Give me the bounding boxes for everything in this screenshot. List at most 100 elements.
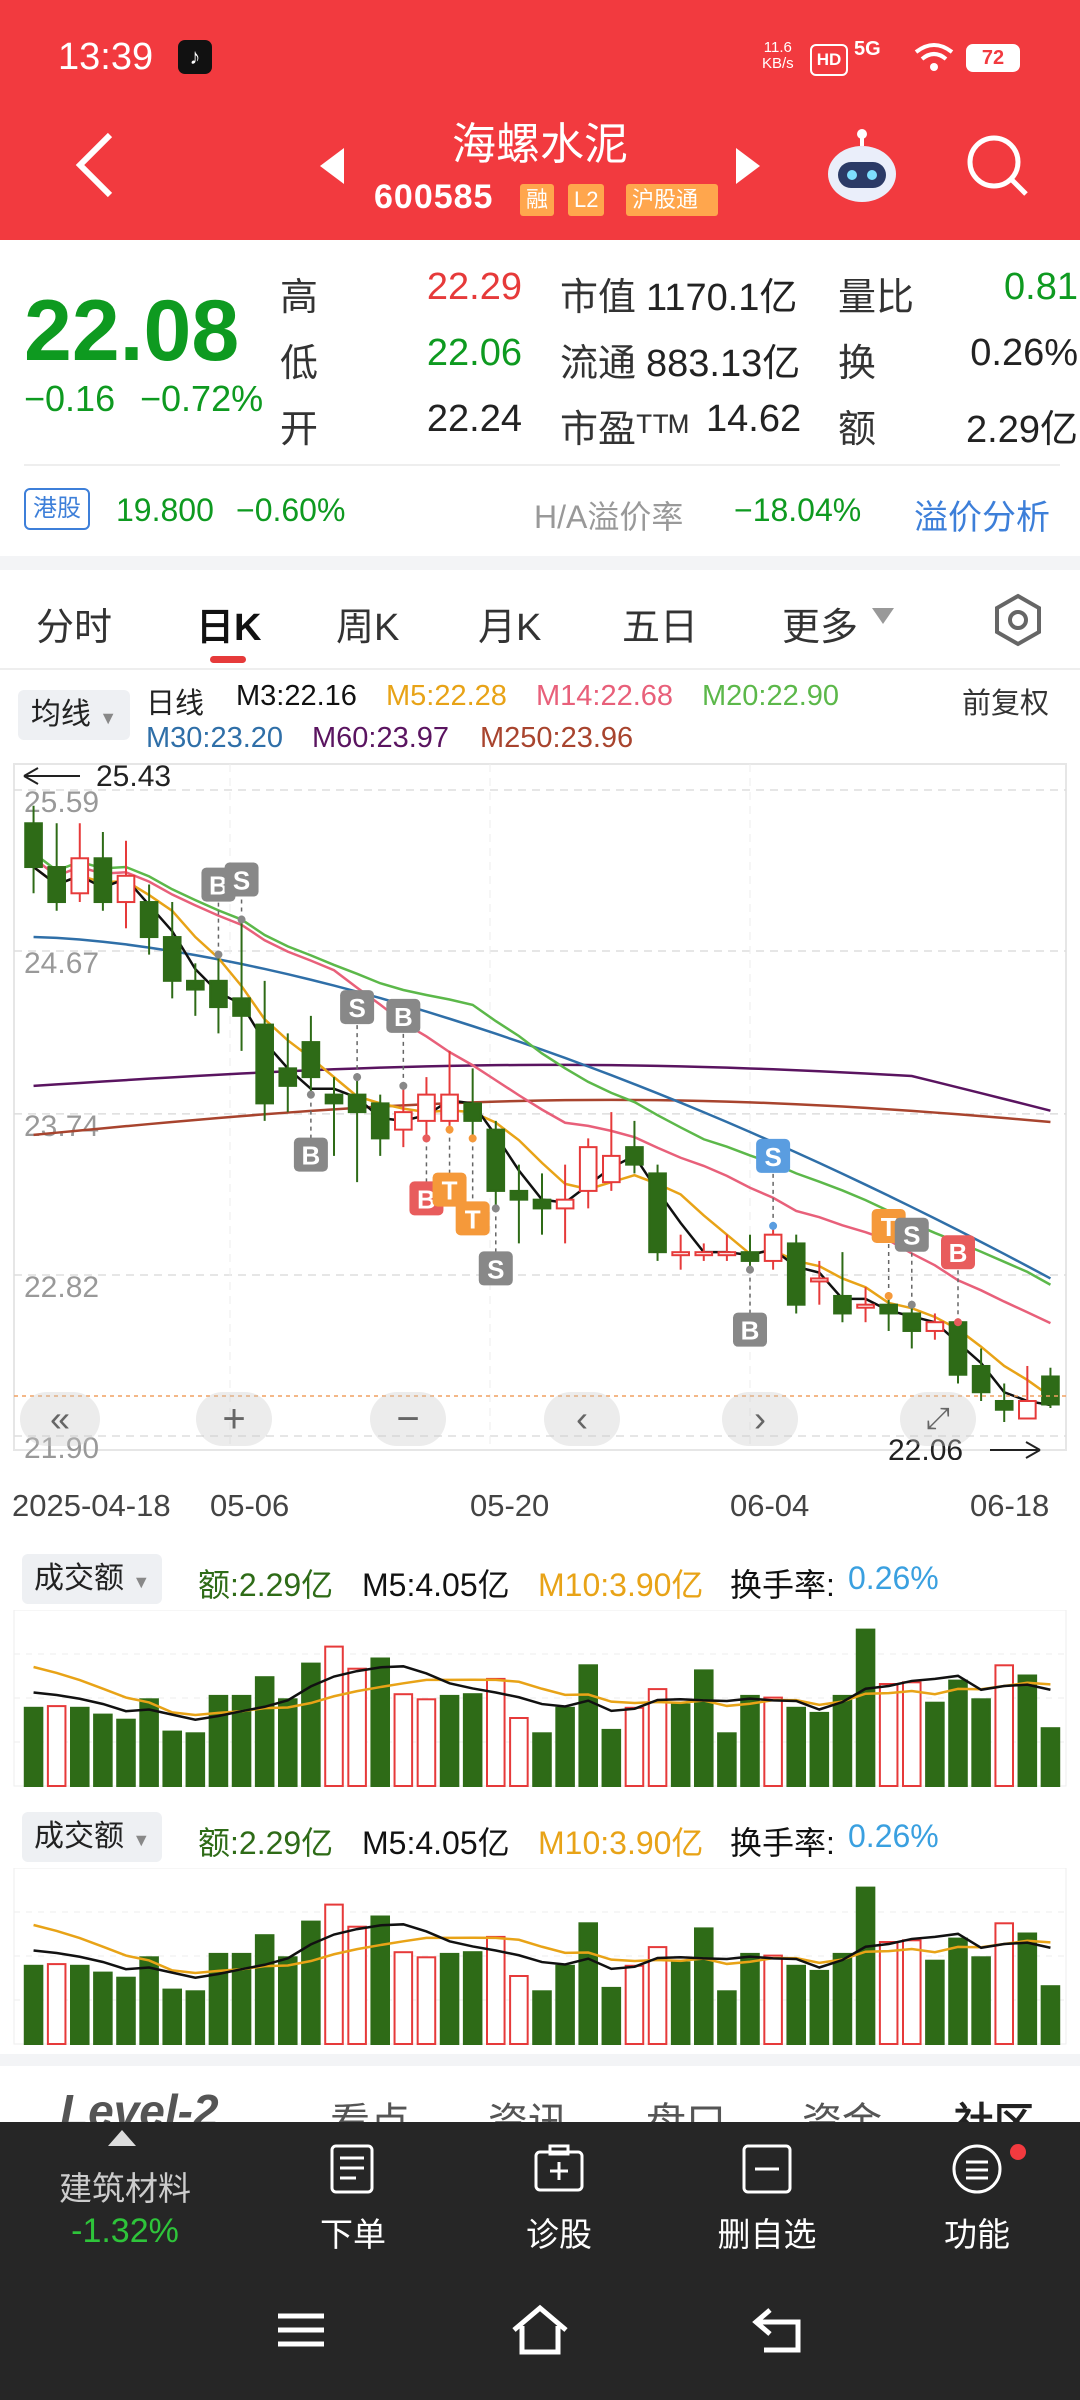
divider [24, 464, 1060, 466]
volume-bar [162, 1730, 183, 1787]
info-tab-community[interactable]: 社区 [954, 2090, 1034, 2122]
volume-bar [231, 1694, 252, 1787]
vol-selector-2[interactable]: 成交额 ▼ [22, 1812, 163, 1862]
candle [694, 1243, 714, 1261]
hk-badge: 港股 [24, 488, 90, 530]
diagnose-icon [534, 2144, 584, 2192]
vol-m10-line [33, 1923, 1051, 1975]
candle [116, 840, 136, 929]
home-icon[interactable] [510, 2304, 570, 2356]
info-tab-level2[interactable]: Level-2 [60, 2085, 219, 2122]
back-nav-icon[interactable] [752, 2306, 806, 2354]
svg-text:T: T [442, 1176, 458, 1206]
candle [463, 1068, 482, 1139]
info-tab-highlights[interactable]: 看点 [330, 2090, 410, 2122]
candle [1018, 1365, 1037, 1420]
next-stock-icon[interactable] [734, 148, 762, 184]
collapse-left-icon[interactable]: « [20, 1392, 100, 1446]
volume-bar [69, 1706, 90, 1787]
menu-icon[interactable] [276, 2310, 326, 2350]
tag-margin: 融 [520, 184, 555, 216]
fullscreen-icon[interactable]: ⤢ [900, 1392, 976, 1446]
tab-more[interactable]: 更多 [782, 607, 859, 649]
volume-bar [601, 1986, 622, 2045]
nav-diagnose[interactable]: 诊股 [526, 2216, 592, 2253]
sector-name[interactable]: 建筑材料 [59, 2170, 191, 2207]
nav-order[interactable]: 下单 [320, 2216, 386, 2253]
volume-bar [162, 1988, 183, 2045]
y-tick-label: 25.59 [24, 786, 99, 819]
volume-bar [370, 1915, 391, 2045]
candle [786, 1234, 806, 1314]
signal-marker[interactable]: B [941, 1235, 975, 1327]
settings-icon[interactable] [990, 592, 1046, 648]
low-marker-label: 22.06 [888, 1434, 963, 1460]
signal-marker[interactable]: S [478, 1204, 513, 1286]
volume-bar [416, 1956, 437, 2045]
volume-bar [439, 1952, 460, 2045]
candle [625, 1120, 644, 1174]
candle [255, 980, 274, 1121]
vol-m5-1: M5:4.05亿 [362, 1567, 510, 1603]
volume-bar [69, 1964, 90, 2045]
search-icon[interactable] [964, 132, 1030, 198]
vol-m10-2: M10:3.90亿 [538, 1825, 704, 1861]
zoom-in-icon[interactable]: + [196, 1392, 272, 1446]
vol-selector-1[interactable]: 成交额 ▼ [22, 1554, 163, 1604]
candle [417, 1077, 436, 1139]
volume-bar [855, 1628, 876, 1787]
label-turnover: 换 [838, 343, 877, 385]
back-icon[interactable] [70, 130, 120, 200]
svg-text:S: S [764, 1142, 781, 1172]
low-marker [990, 1441, 1041, 1459]
candle [879, 1295, 898, 1331]
signal-marker[interactable]: T [432, 1125, 467, 1207]
prev-stock-icon[interactable] [318, 148, 346, 184]
value-turnover: 0.26% [970, 332, 1078, 374]
volume-bar [693, 1669, 714, 1787]
signal-marker[interactable]: B [733, 1265, 767, 1347]
premium-analysis-link[interactable]: 溢价分析 [914, 499, 1050, 537]
signal-marker[interactable]: S [340, 990, 375, 1082]
signal-marker[interactable]: S [894, 1217, 929, 1309]
adjust-mode[interactable]: 前复权 [962, 688, 1050, 720]
volume-bar [624, 1706, 645, 1787]
candle [70, 823, 90, 903]
info-tab-orderbook[interactable]: 盘口 [646, 2090, 726, 2122]
info-tab-news[interactable]: 资讯 [488, 2090, 568, 2122]
signal-icon: 5G [854, 38, 881, 60]
tab-intraday[interactable]: 分时 [36, 607, 113, 649]
volume-chart-1[interactable] [0, 1610, 1080, 1790]
pan-right-icon[interactable]: › [722, 1392, 798, 1446]
zoom-out-icon[interactable]: − [370, 1392, 446, 1446]
vol-turnover-2: 0.26% [848, 1818, 939, 1854]
nav-function[interactable]: 功能 [944, 2216, 1010, 2253]
info-tab-funds[interactable]: 资金 [802, 2090, 882, 2122]
tab-weekly-k[interactable]: 周K [336, 607, 400, 649]
tab-monthly-k[interactable]: 月K [478, 607, 542, 649]
svg-text:T: T [881, 1212, 897, 1242]
volume-chart-2[interactable] [0, 1868, 1080, 2048]
volume-bar [878, 1941, 899, 2045]
nav-remove-watchlist[interactable]: 删自选 [717, 2216, 817, 2253]
signal-marker[interactable]: B [386, 998, 421, 1090]
signal-marker[interactable]: B [293, 1090, 328, 1172]
robot-assistant-icon[interactable] [822, 128, 902, 208]
volume-bar [277, 1956, 298, 2045]
signal-marker[interactable]: T [455, 1134, 490, 1236]
tab-five-day[interactable]: 五日 [622, 607, 699, 649]
volume-bar [901, 1681, 922, 1787]
tab-daily-k[interactable]: 日K [196, 607, 262, 649]
ma-selector-button[interactable]: 均线 ▼ [18, 690, 130, 740]
volume-bar [901, 1939, 922, 2045]
pan-left-icon[interactable]: ‹ [544, 1392, 620, 1446]
high-marker-label: 25.43 [96, 760, 171, 793]
svg-text:B: B [417, 1184, 436, 1214]
volume-bar [93, 1971, 113, 2045]
candle [994, 1383, 1014, 1422]
signal-marker[interactable]: S [756, 1138, 791, 1230]
bottom-bar: 建筑材料 -1.32% 下单 诊股 删自选 功能 [0, 2122, 1080, 2400]
volume-bar [717, 1732, 737, 1788]
candle [925, 1313, 945, 1340]
